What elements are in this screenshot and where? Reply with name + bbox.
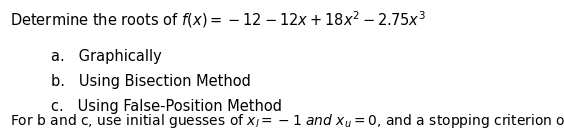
Text: For b and c, use initial guesses of $x_l = -1$ $\mathit{and}$ $x_u = 0$, and a s: For b and c, use initial guesses of $x_l…	[10, 112, 564, 130]
Text: b.   Using Bisection Method: b. Using Bisection Method	[51, 74, 250, 89]
Text: Determine the roots of $f(x) = -12 - 12x + 18x^2 - 2.75x^3$: Determine the roots of $f(x) = -12 - 12x…	[10, 10, 426, 31]
Text: a.   Graphically: a. Graphically	[51, 49, 161, 64]
Text: c.   Using False-Position Method: c. Using False-Position Method	[51, 99, 282, 114]
